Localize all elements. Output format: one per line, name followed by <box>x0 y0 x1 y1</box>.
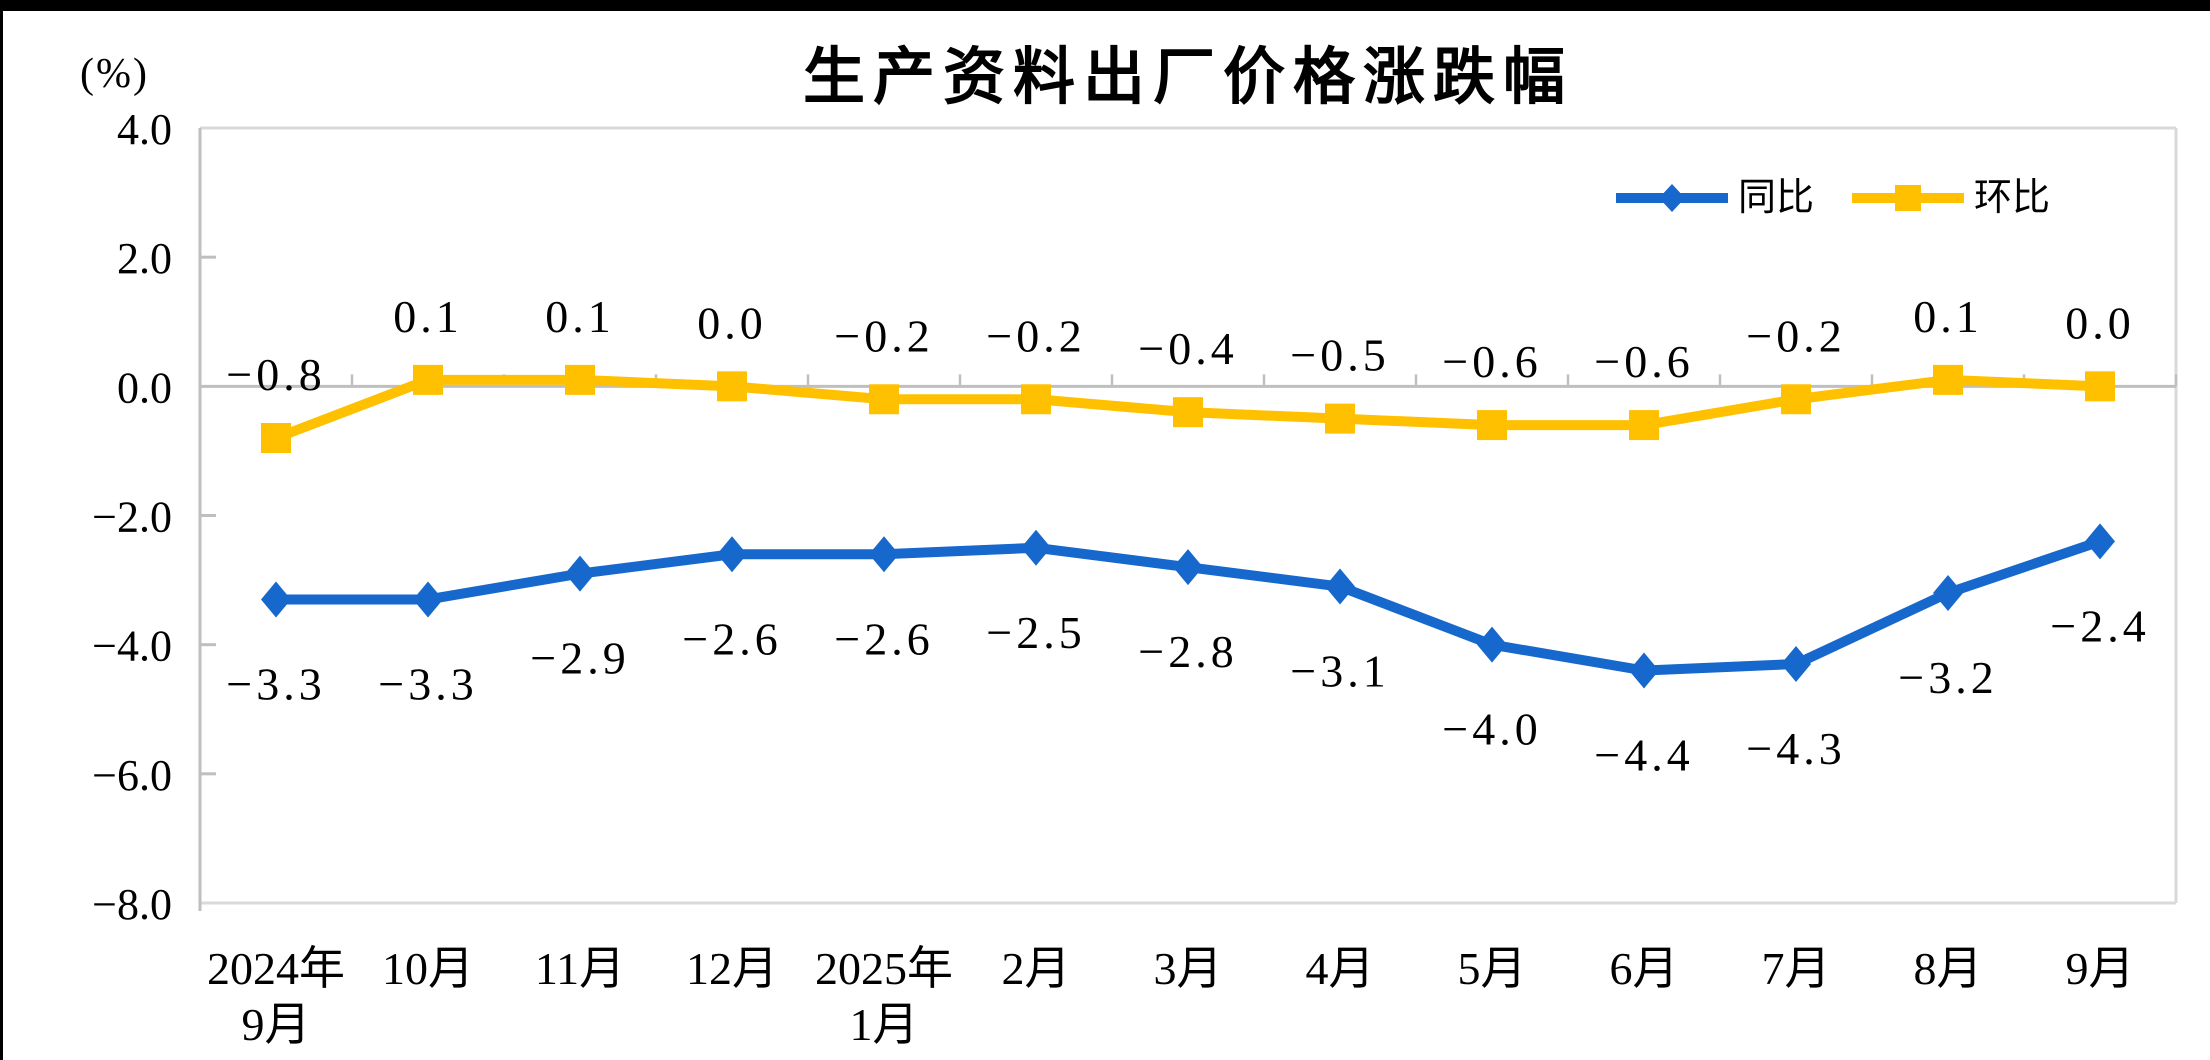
data-label-mom: 0.1 <box>393 291 463 342</box>
marker-square-mom <box>413 364 443 395</box>
marker-square-mom <box>1629 410 1659 441</box>
legend-label-mom: 环比 <box>1974 177 2051 219</box>
marker-diamond-yoy <box>2085 523 2115 560</box>
marker-diamond-yoy <box>1325 568 1355 605</box>
chart-title: 生产资料出厂价格涨跌幅 <box>802 43 1573 112</box>
marker-diamond-yoy <box>717 536 747 573</box>
marker-square-mom <box>261 423 291 453</box>
data-label-mom: 0.0 <box>697 297 767 348</box>
marker-square-mom <box>1477 410 1507 441</box>
x-axis-label: 11月 <box>535 943 625 994</box>
marker-square-mom <box>1781 384 1811 415</box>
y-axis-tick-label: 4.0 <box>117 105 172 154</box>
marker-diamond-yoy <box>261 581 291 618</box>
marker-diamond-yoy <box>869 536 899 573</box>
x-axis-label: 2月 <box>1002 943 1071 994</box>
marker-diamond-yoy <box>565 555 595 592</box>
y-axis-tick-label: −4.0 <box>92 622 172 671</box>
data-label-yoy: −2.9 <box>530 633 629 684</box>
data-label-yoy: −3.1 <box>1290 646 1389 697</box>
x-axis-label: 7月 <box>1762 943 1831 994</box>
data-label-yoy: −3.3 <box>226 658 325 709</box>
legend-line-mom-icon <box>1852 185 1965 211</box>
data-label-mom: −0.6 <box>1442 336 1541 387</box>
data-label-mom: −0.2 <box>834 310 933 361</box>
x-axis-label: 8月 <box>1914 943 1983 994</box>
marker-diamond-yoy <box>413 581 443 618</box>
marker-diamond-yoy <box>1021 529 1051 566</box>
data-label-mom: 0.1 <box>545 291 615 342</box>
data-label-mom: −0.5 <box>1290 330 1389 381</box>
data-label-yoy: −4.4 <box>1594 730 1693 781</box>
legend-line-yoy-icon <box>1616 184 1728 212</box>
x-axis-label: 3月 <box>1154 943 1223 994</box>
legend-item-yoy: 同比 <box>1612 176 1814 220</box>
window-top-border <box>0 0 2210 11</box>
data-label-yoy: −2.8 <box>1138 626 1237 677</box>
data-label-mom: 0.1 <box>1913 291 1983 342</box>
marker-square-mom <box>2085 371 2115 402</box>
x-axis-label: 4月 <box>1306 943 1375 994</box>
x-axis-label: 5月 <box>1458 943 1527 994</box>
y-axis-tick-label: −2.0 <box>92 493 172 542</box>
data-label-yoy: −4.3 <box>1746 723 1845 774</box>
marker-square-mom <box>565 364 595 395</box>
marker-square-mom <box>1173 397 1203 428</box>
marker-diamond-yoy <box>1629 652 1659 689</box>
marker-square-mom <box>717 371 747 402</box>
x-axis-label: 2024年 <box>207 943 345 994</box>
y-axis-unit-label: (%) <box>80 51 149 97</box>
marker-square-mom <box>869 384 899 415</box>
data-label-yoy: −2.4 <box>2050 600 2149 651</box>
marker-square-mom <box>1021 384 1051 415</box>
x-axis-label: 6月 <box>1610 943 1679 994</box>
marker-square-mom <box>1325 403 1355 434</box>
x-axis-label: 10月 <box>382 943 474 994</box>
x-axis-label: 1月 <box>850 999 919 1050</box>
legend: 同比 环比 <box>1612 176 2050 220</box>
y-axis-tick-label: −6.0 <box>92 751 172 800</box>
legend-square-marker-icon <box>1895 185 1922 211</box>
window-left-border <box>0 0 3 1060</box>
x-axis-label: 12月 <box>686 943 778 994</box>
data-label-mom: 0.0 <box>2065 297 2135 348</box>
data-label-yoy: −2.5 <box>986 607 1085 658</box>
legend-label-yoy: 同比 <box>1738 177 1815 219</box>
data-label-mom: −0.6 <box>1594 336 1693 387</box>
data-label-mom: −0.2 <box>986 310 1085 361</box>
data-label-yoy: −3.3 <box>378 658 477 709</box>
data-label-yoy: −2.6 <box>834 613 933 664</box>
marker-diamond-yoy <box>1933 575 1963 611</box>
x-axis-label: 2025年 <box>815 943 953 994</box>
marker-diamond-yoy <box>1781 646 1811 683</box>
y-axis-tick-label: −8.0 <box>92 880 172 929</box>
marker-diamond-yoy <box>1477 626 1507 663</box>
legend-diamond-marker-icon <box>1659 184 1685 212</box>
data-label-mom: −0.2 <box>1746 310 1845 361</box>
marker-diamond-yoy <box>1173 549 1203 586</box>
data-label-yoy: −4.0 <box>1442 704 1541 755</box>
y-axis-tick-label: 2.0 <box>117 234 172 283</box>
legend-item-mom: 环比 <box>1848 176 2050 220</box>
data-label-yoy: −3.2 <box>1898 652 1997 703</box>
data-label-mom: −0.8 <box>226 349 325 400</box>
data-label-yoy: −2.6 <box>682 613 781 664</box>
x-axis-label: 9月 <box>2066 943 2135 994</box>
data-label-mom: −0.4 <box>1138 323 1237 374</box>
y-axis-tick-label: 0.0 <box>117 363 172 412</box>
marker-square-mom <box>1933 364 1963 395</box>
x-axis-label: 9月 <box>242 999 311 1050</box>
